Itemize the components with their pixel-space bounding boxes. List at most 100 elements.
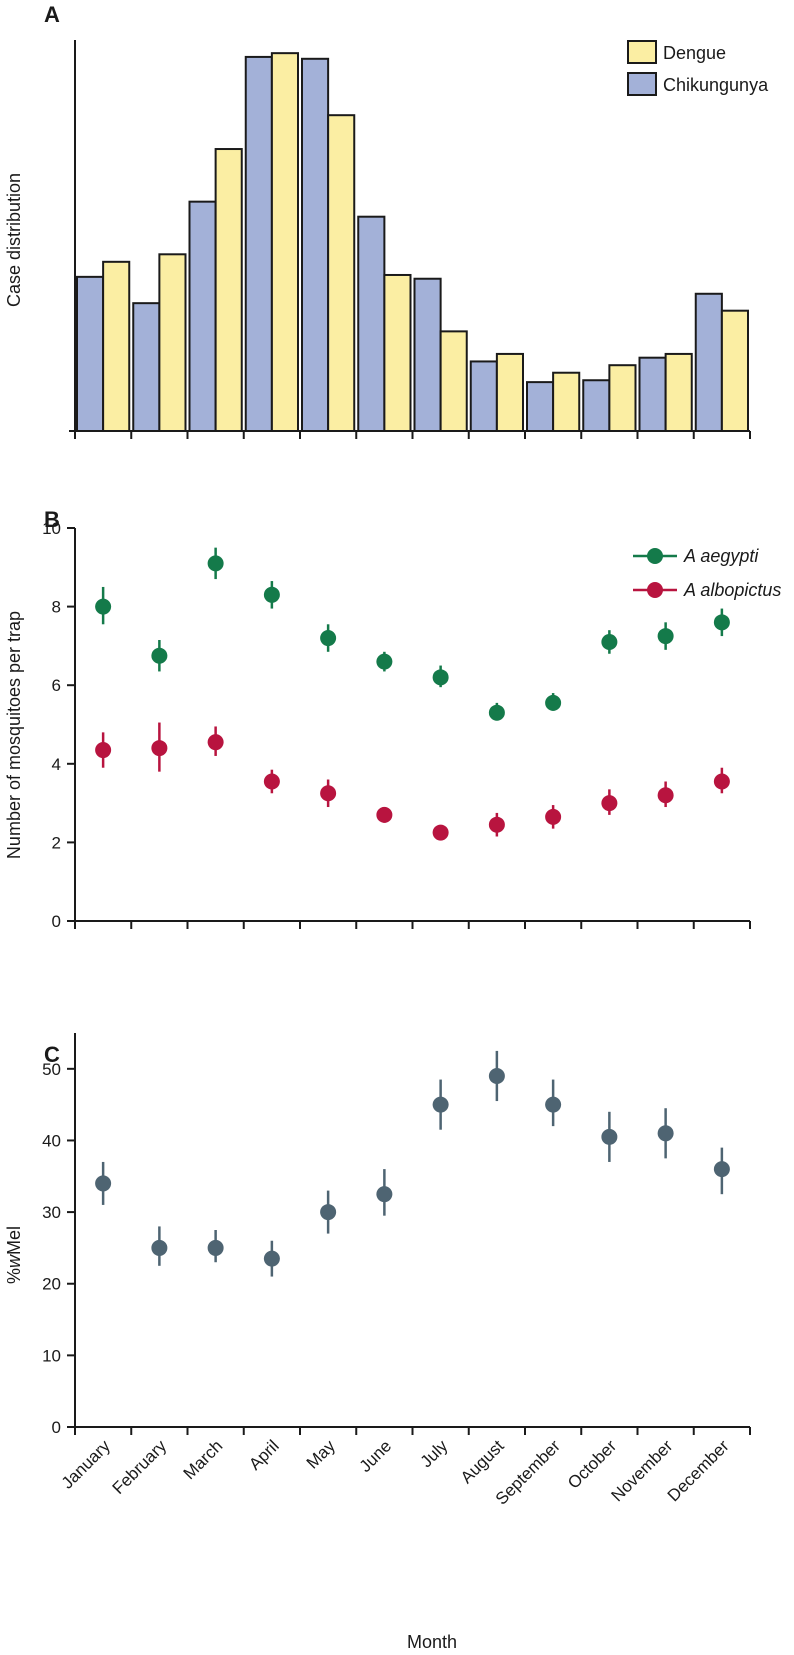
legend-label-a-aegypti: A aegypti	[683, 546, 759, 566]
legend-marker-a-albopictus	[647, 582, 663, 598]
panel-b-y-tick-label: 10	[42, 519, 61, 538]
point-a-aegypti-march	[207, 555, 224, 572]
legend-swatch-chikungunya	[627, 72, 657, 96]
point-a-aegypti-april	[263, 586, 280, 603]
month-label-may: May	[303, 1436, 339, 1472]
month-label-december: December	[664, 1436, 733, 1505]
panel-c-y-tick-label: 10	[42, 1346, 61, 1365]
month-label-february: February	[109, 1436, 171, 1498]
point-wmel-april	[263, 1250, 280, 1267]
point-wmel-december	[713, 1161, 730, 1178]
point-a-aegypti-november	[657, 628, 674, 645]
legend-label-dengue: Dengue	[663, 43, 726, 63]
bar-dengue-november	[664, 352, 693, 432]
panel-c-letter: C	[44, 1042, 60, 1067]
bar-chikungunya-october	[582, 379, 611, 432]
panel-c-axes: 0 10 20 30 40 50	[42, 1033, 751, 1437]
point-a-albopictus-november	[657, 787, 674, 804]
panel-c-y-tick-label: 30	[42, 1203, 61, 1222]
point-wmel-november	[657, 1125, 674, 1142]
bar-chikungunya-march	[188, 200, 217, 432]
month-label-april: April	[245, 1436, 282, 1473]
panel-b-letter: B	[44, 507, 60, 532]
point-a-albopictus-march	[207, 734, 224, 751]
bar-dengue-december	[720, 309, 749, 433]
point-a-albopictus-october	[601, 795, 618, 812]
month-label-march: March	[180, 1436, 227, 1483]
panel-b-y-tick-label: 2	[52, 833, 61, 852]
legend-label-chikungunya: Chikungunya	[663, 75, 769, 95]
point-a-albopictus-june	[376, 806, 393, 823]
point-wmel-may	[320, 1204, 337, 1221]
bar-dengue-august	[495, 352, 524, 432]
panel-b: B Number of mosquitoes per trap 0246810 …	[4, 507, 781, 931]
panel-b-legend: A aegypti A albopictus	[633, 546, 781, 600]
panel-a: A Case distribution Dengue Chikungunya	[4, 2, 769, 439]
panel-b-points	[95, 547, 730, 841]
panel-c-y-tick-label: 0	[52, 1418, 61, 1437]
point-a-aegypti-september	[545, 694, 562, 711]
panel-c-xlabel: Month	[407, 1632, 457, 1652]
panel-b-ylabel: Number of mosquitoes per trap	[4, 611, 24, 859]
panel-b-y-tick-label: 0	[52, 912, 61, 931]
panel-c-y-tick-label: 50	[42, 1060, 61, 1079]
panel-a-legend: Dengue Chikungunya	[627, 40, 769, 96]
point-a-aegypti-may	[320, 630, 337, 647]
panel-b-y-tick-label: 4	[52, 755, 61, 774]
point-a-aegypti-january	[95, 598, 112, 615]
panel-a-axes	[69, 40, 751, 439]
panel-a-ylabel: Case distribution	[4, 173, 24, 307]
point-a-aegypti-june	[376, 653, 393, 670]
point-wmel-august	[488, 1067, 505, 1084]
point-wmel-january	[95, 1175, 112, 1192]
panel-a-bars	[76, 52, 749, 433]
bar-chikungunya-september	[526, 381, 555, 432]
point-a-albopictus-april	[263, 773, 280, 790]
bar-chikungunya-june	[357, 215, 386, 432]
bar-dengue-october	[608, 364, 637, 432]
bar-dengue-april	[270, 52, 299, 432]
bar-dengue-march	[214, 148, 243, 432]
point-a-aegypti-july	[432, 669, 449, 686]
month-label-august: August	[457, 1436, 508, 1487]
point-a-albopictus-september	[545, 808, 562, 825]
panel-b-y-tick-label: 6	[52, 676, 61, 695]
month-label-july: July	[417, 1436, 452, 1471]
panel-c-y-tick-label: 20	[42, 1275, 61, 1294]
panel-b-y-tick-label: 8	[52, 598, 61, 617]
point-wmel-march	[207, 1239, 224, 1256]
month-label-june: June	[356, 1436, 396, 1476]
panel-c-ylabel: %wMel	[4, 1226, 24, 1284]
bar-chikungunya-april	[244, 55, 273, 432]
point-wmel-october	[601, 1128, 618, 1145]
bar-chikungunya-november	[638, 356, 667, 432]
bar-chikungunya-may	[301, 57, 330, 433]
point-wmel-september	[545, 1096, 562, 1113]
point-wmel-june	[376, 1186, 393, 1203]
panel-c-points	[95, 1050, 730, 1277]
legend-swatch-dengue	[627, 40, 657, 64]
point-a-aegypti-august	[488, 704, 505, 721]
panel-a-letter: A	[44, 2, 60, 27]
point-a-albopictus-july	[432, 824, 449, 841]
point-a-albopictus-august	[488, 816, 505, 833]
month-label-october: October	[564, 1436, 620, 1492]
point-a-albopictus-january	[95, 742, 112, 759]
point-a-aegypti-october	[601, 633, 618, 650]
point-a-aegypti-december	[713, 614, 730, 631]
bar-dengue-february	[158, 253, 187, 432]
panel-b-axes: 0 2 4 6 8 10	[42, 519, 751, 931]
bar-chikungunya-august	[469, 360, 498, 432]
point-wmel-february	[151, 1239, 168, 1256]
legend-marker-a-aegypti	[647, 548, 663, 564]
bar-dengue-june	[383, 273, 412, 432]
bar-chikungunya-january	[76, 275, 105, 432]
bar-chikungunya-february	[132, 302, 161, 432]
bar-dengue-may	[327, 114, 356, 432]
bar-dengue-january	[102, 260, 131, 433]
panel-c-y-tick-label: 40	[42, 1131, 61, 1150]
bar-chikungunya-july	[413, 277, 442, 432]
